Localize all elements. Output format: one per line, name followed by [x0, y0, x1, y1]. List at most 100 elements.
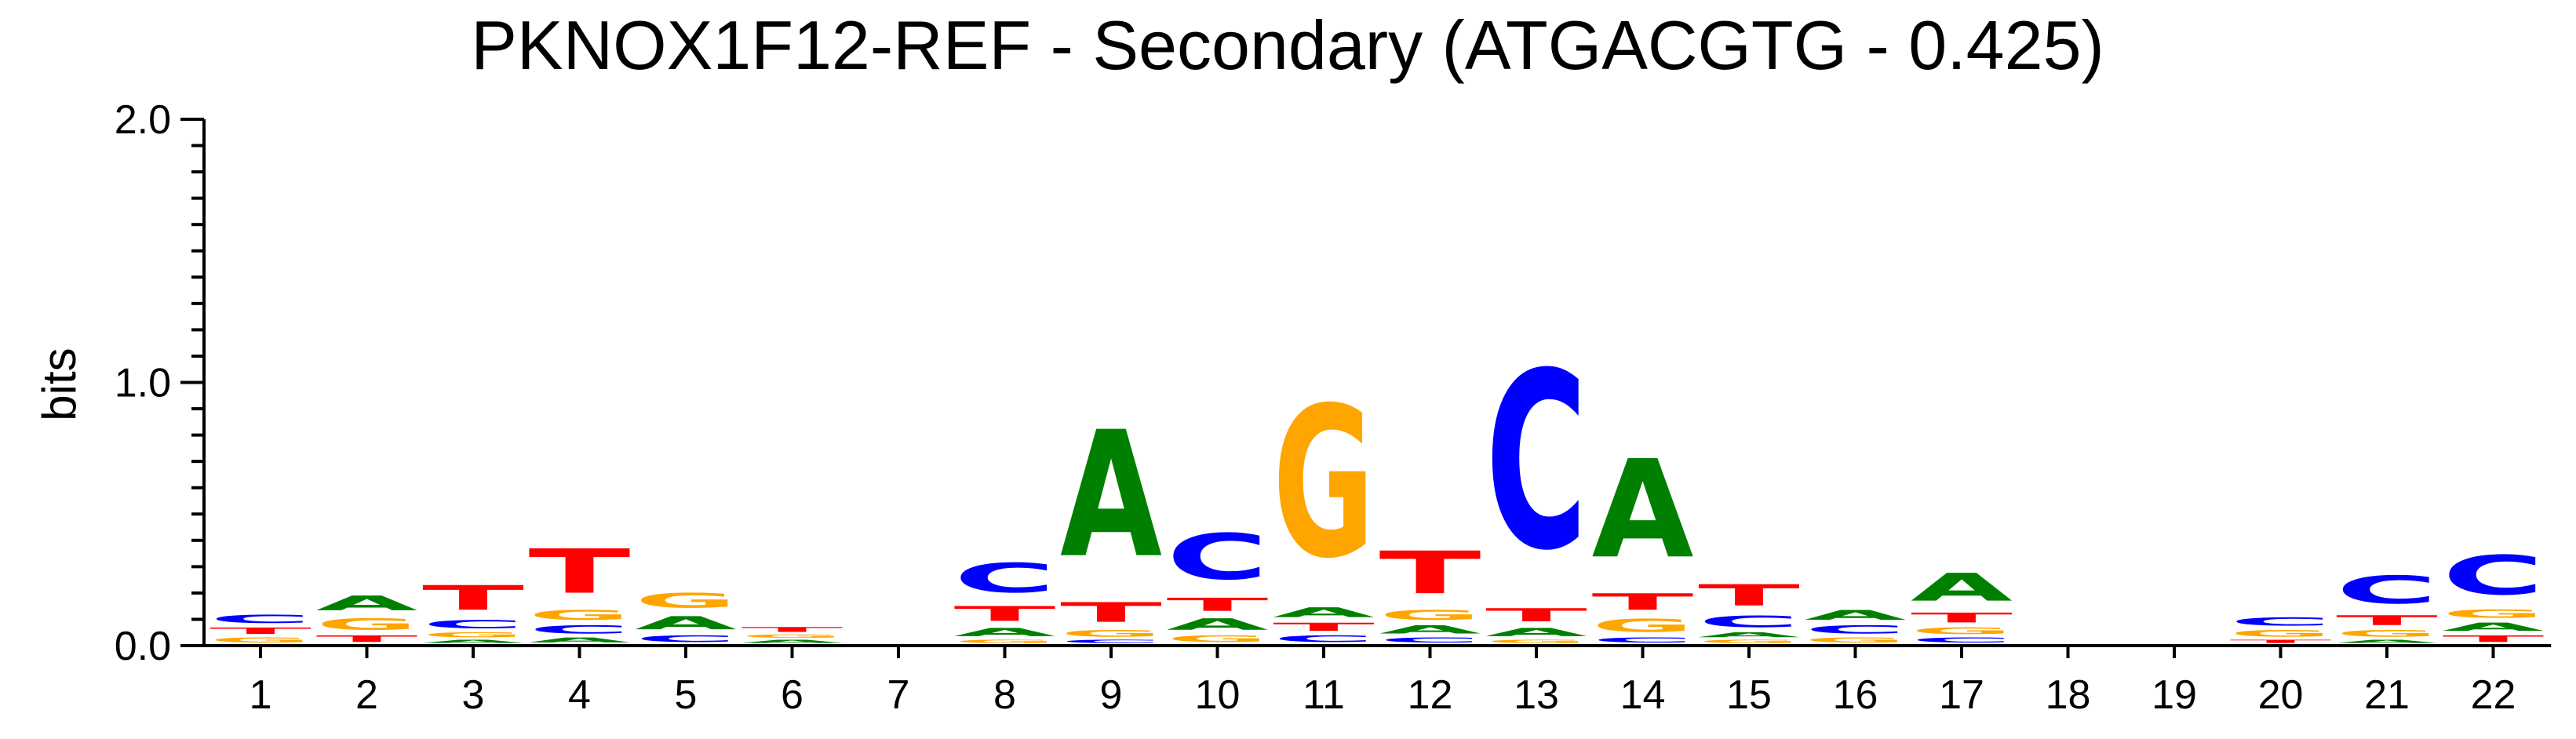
logo-letter-T: T — [1379, 540, 1481, 608]
logo-letter-G: G — [2230, 628, 2332, 639]
svg-text:G: G — [210, 636, 312, 644]
svg-text:A: A — [2443, 621, 2545, 634]
logo-letter-A: A — [1167, 615, 1269, 633]
svg-text:T: T — [210, 626, 312, 636]
svg-text:T: T — [1273, 621, 1375, 634]
x-tick-label: 12 — [1408, 672, 1453, 718]
svg-text:A: A — [1167, 615, 1269, 633]
logo-letter-A: A — [1592, 431, 1694, 588]
logo-letter-G: G — [529, 607, 631, 623]
y-axis: 0.0 1.0 2.0 — [115, 97, 206, 669]
x-tick-label: 10 — [1195, 672, 1241, 718]
svg-text:A: A — [1379, 623, 1481, 636]
logo-letter-T: T — [210, 626, 312, 636]
logo-letter-C: C — [1379, 636, 1481, 644]
svg-text:G: G — [1379, 607, 1481, 623]
x-tick-label: 3 — [462, 672, 485, 718]
logo-letter-C: C — [1060, 639, 1162, 644]
svg-text:T: T — [529, 537, 631, 607]
logo-letter-G: G — [1592, 615, 1694, 636]
logo-letter-A: A — [1698, 631, 1800, 639]
logo-letter-A: A — [1805, 607, 1907, 623]
logo-letter-C: C — [635, 634, 737, 644]
logo-letter-G: G — [422, 631, 524, 639]
svg-text:G: G — [635, 589, 737, 613]
y-tick-label: 1.0 — [115, 361, 171, 406]
svg-text:C: C — [1273, 634, 1375, 644]
svg-text:T: T — [1698, 579, 1800, 613]
x-tick-label: 4 — [568, 672, 591, 718]
logo-letter-A: A — [1485, 626, 1587, 639]
svg-text:G: G — [422, 631, 524, 639]
svg-text:C: C — [635, 634, 737, 644]
logo-letter-A: A — [316, 592, 418, 615]
logo-letter-A: A — [741, 639, 843, 644]
svg-text:C: C — [1911, 636, 2013, 644]
svg-text:C: C — [954, 555, 1056, 602]
svg-text:T: T — [1485, 605, 1587, 626]
logo-letter-T: T — [1060, 597, 1162, 628]
logo-letter-A: A — [529, 636, 631, 644]
svg-text:T: T — [1379, 540, 1481, 608]
x-tick-label: 21 — [2364, 672, 2410, 718]
logo-letter-G: G — [1379, 607, 1481, 623]
logo-letter-A: A — [422, 639, 524, 644]
svg-text:C: C — [1060, 639, 1162, 644]
logo-letter-T: T — [529, 537, 631, 607]
x-tick-label: 16 — [1833, 672, 1878, 718]
x-tick-label: 9 — [1100, 672, 1123, 718]
svg-text:T: T — [2230, 639, 2332, 644]
svg-text:G: G — [1592, 615, 1694, 636]
logo-letter-T: T — [2336, 613, 2438, 628]
logo-letter-C: C — [1911, 636, 2013, 644]
svg-text:C: C — [2443, 544, 2545, 606]
svg-text:A: A — [1060, 395, 1162, 597]
logo-letter-G: G — [954, 639, 1056, 644]
logo-letter-A: A — [1273, 605, 1375, 621]
x-tick-label: 18 — [2046, 672, 2091, 718]
svg-text:C: C — [2336, 568, 2438, 613]
logo-letter-C: C — [954, 555, 1056, 602]
logo-letter-C: C — [1592, 636, 1694, 644]
x-tick-label: 22 — [2471, 672, 2516, 718]
logo-letter-G: G — [635, 589, 737, 613]
svg-text:C: C — [1698, 613, 1800, 631]
logo-letters: GTCTGAAGCTACGTCAGAGTGATCCGTAGATCCTAGCAGT… — [210, 322, 2544, 644]
logo-letter-T: T — [1911, 610, 2013, 625]
logo-letter-T: T — [1485, 605, 1587, 626]
svg-text:T: T — [422, 578, 524, 617]
svg-text:G: G — [741, 634, 843, 639]
logo-letter-C: C — [210, 613, 312, 626]
x-tick-label: 6 — [781, 672, 803, 718]
logo-letter-C: C — [2230, 615, 2332, 628]
x-tick-label: 1 — [250, 672, 272, 718]
svg-text:A: A — [529, 636, 631, 644]
x-tick-label: 13 — [1514, 672, 1559, 718]
logo-letter-A: A — [2336, 639, 2438, 644]
svg-text:G: G — [1485, 639, 1587, 644]
logo-letter-T: T — [316, 634, 418, 644]
svg-text:C: C — [1485, 322, 1587, 604]
svg-text:A: A — [635, 613, 737, 634]
logo-letter-C: C — [422, 617, 524, 631]
logo-letter-A: A — [954, 626, 1056, 639]
svg-text:T: T — [2336, 613, 2438, 628]
svg-text:G: G — [2443, 607, 2545, 621]
svg-text:A: A — [954, 626, 1056, 639]
logo-letter-G: G — [2336, 628, 2438, 639]
svg-text:C: C — [1379, 636, 1481, 644]
x-axis: 1 2 3 4 5 6 7 8 9 10 11 12 13 14 15 16 17 18 19 20 21 22 — [204, 644, 2552, 718]
svg-text:A: A — [1592, 431, 1694, 588]
logo-letter-A: A — [2443, 621, 2545, 634]
svg-text:C: C — [1167, 521, 1269, 594]
svg-text:A: A — [1698, 631, 1800, 639]
logo-letter-G: G — [1698, 639, 1800, 644]
x-tick-label: 15 — [1726, 672, 1772, 718]
logo-letter-C: C — [1805, 623, 1907, 636]
svg-text:G: G — [529, 607, 631, 623]
svg-text:T: T — [2443, 634, 2545, 644]
svg-text:T: T — [1911, 610, 2013, 625]
svg-text:C: C — [210, 613, 312, 626]
logo-letter-G: G — [1060, 628, 1162, 639]
